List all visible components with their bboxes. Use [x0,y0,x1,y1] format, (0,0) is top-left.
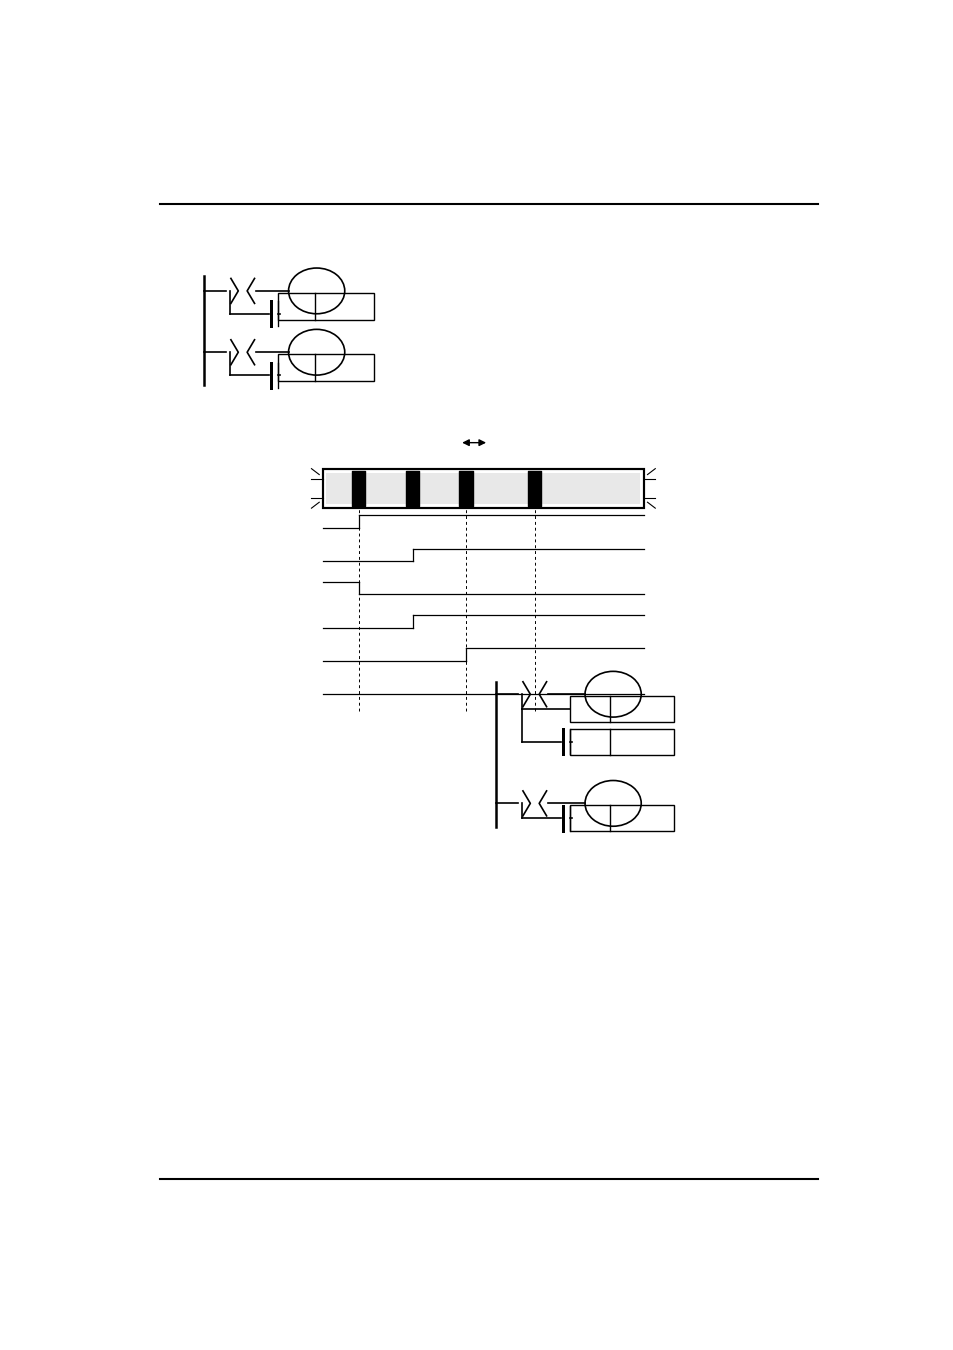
Bar [322,468,643,508]
Bar [278,293,374,320]
Bar [570,729,673,755]
Bar [322,468,643,508]
Bar [570,697,673,722]
Bar [570,806,673,832]
Bar [278,354,374,381]
Bar [326,472,639,504]
